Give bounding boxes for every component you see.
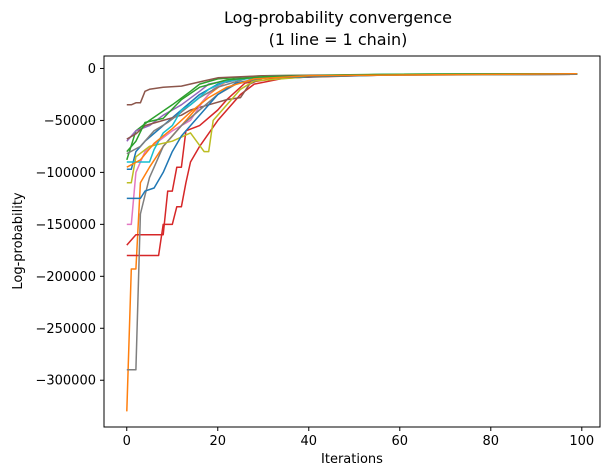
- series-line-chain-12: [126, 73, 578, 184]
- series-line-chain-13: [126, 72, 578, 163]
- series-line-chain-10: [126, 73, 578, 371]
- x-tick-label: 100: [569, 434, 594, 449]
- series-line-chain-8: [126, 73, 578, 140]
- series-line-chain-2: [126, 72, 578, 412]
- y-tick-label: 0: [88, 62, 96, 77]
- y-tick-label: −100000: [35, 166, 96, 181]
- y-tick-label: −150000: [35, 218, 96, 233]
- series-line-chain-15: [126, 72, 578, 153]
- series-line-chain-14: [126, 73, 578, 200]
- series-line-chain-9: [126, 73, 578, 226]
- series-line-chain-5: [126, 73, 578, 257]
- y-tick-label: −50000: [44, 114, 96, 129]
- x-tick-label: 80: [483, 434, 500, 449]
- y-tick-label: −200000: [35, 270, 96, 285]
- y-tick-label: −300000: [35, 374, 96, 389]
- y-tick-label: −250000: [35, 322, 96, 337]
- series-line-chain-7: [126, 73, 578, 106]
- series-line-chain-6: [126, 73, 578, 142]
- plot-frame: [103, 55, 601, 428]
- x-tick-label: 60: [392, 434, 409, 449]
- y-axis-label: Log-probability: [11, 192, 26, 290]
- series-line-chain-3: [126, 72, 578, 161]
- x-axis-label: Iterations: [321, 452, 383, 467]
- chart-title: Log-probability convergence: [224, 8, 452, 27]
- y-axis: 0 −50000 −100000 −150000 −200000 −250000 −3000…: [35, 62, 104, 389]
- series-line-chain-16: [126, 72, 578, 168]
- x-tick-label: 40: [300, 434, 317, 449]
- chart-subtitle: (1 line = 1 chain): [269, 30, 408, 49]
- x-tick-label: 20: [209, 434, 226, 449]
- x-tick-label: 0: [123, 434, 131, 449]
- x-axis: 0 20 40 60 80 100: [123, 427, 594, 449]
- series-layer: [126, 72, 578, 412]
